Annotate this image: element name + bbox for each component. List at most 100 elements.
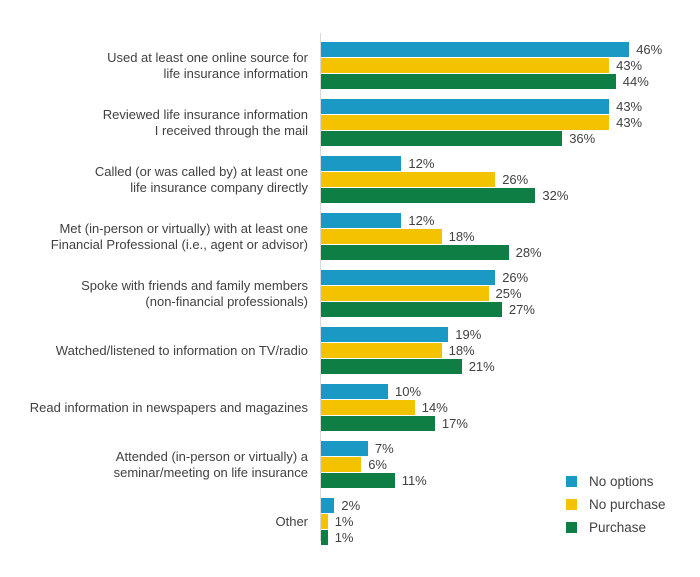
bar-row: 25% <box>321 286 535 301</box>
value-label: 25% <box>495 286 522 301</box>
bar-row: 1% <box>321 514 360 529</box>
category-label-line: (non-financial professionals) <box>145 293 308 309</box>
value-label: 26% <box>502 270 529 285</box>
value-label: 18% <box>448 343 475 358</box>
bar-row: 43% <box>321 115 642 130</box>
bar-no-options <box>321 213 402 228</box>
bar-no-purchase <box>321 514 328 529</box>
bar-row: 43% <box>321 58 662 73</box>
category-label: Watched/listened to information on TV/ra… <box>0 327 320 374</box>
value-label: 11% <box>401 473 427 488</box>
bar-no-purchase <box>321 229 442 244</box>
category-label-line: I received through the mail <box>154 122 308 138</box>
bar-group: 12% 26% 32% <box>321 156 568 203</box>
category-label: Other <box>0 498 320 545</box>
bar-row: 26% <box>321 172 568 187</box>
bar-row: 11% <box>321 473 427 488</box>
bar-row: 32% <box>321 188 568 203</box>
bar-row: 12% <box>321 156 568 171</box>
bar-no-options <box>321 99 610 114</box>
bar-row: 10% <box>321 384 468 399</box>
bar-no-purchase <box>321 172 496 187</box>
category-label-line: Called (or was called by) at least one <box>94 163 308 179</box>
value-label: 44% <box>622 74 649 89</box>
bar-no-options <box>321 270 496 285</box>
category-label-line: Spoke with friends and family members <box>81 277 308 293</box>
category-group: Reviewed life insurance information I rec… <box>0 99 700 146</box>
y-axis-line <box>320 33 321 541</box>
category-label-line: seminar/meeting on life insurance <box>113 464 308 480</box>
category-label-line: Other <box>275 513 308 529</box>
value-label: 26% <box>502 172 529 187</box>
bar-row: 28% <box>321 245 542 260</box>
bar-row: 17% <box>321 416 468 431</box>
bar-no-options <box>321 156 402 171</box>
category-label: Used at least one online source for life … <box>0 42 320 89</box>
bar-group: 46% 43% 44% <box>321 42 662 89</box>
bar-purchase <box>321 359 462 374</box>
category-group: Watched/listened to information on TV/ra… <box>0 327 700 374</box>
value-label: 43% <box>616 58 643 73</box>
value-label: 46% <box>636 42 663 57</box>
bar-group: 12% 18% 28% <box>321 213 542 260</box>
bar-row: 26% <box>321 270 535 285</box>
value-label: 10% <box>395 384 422 399</box>
category-group: Called (or was called by) at least one li… <box>0 156 700 203</box>
category-label: Attended (in-person or virtually) a semin… <box>0 441 320 488</box>
category-label-line: Attended (in-person or virtually) a <box>115 448 308 464</box>
legend-swatch-icon <box>566 522 577 533</box>
value-label: 1% <box>334 530 354 545</box>
bar-row: 44% <box>321 74 662 89</box>
bar-row: 27% <box>321 302 535 317</box>
category-label: Called (or was called by) at least one li… <box>0 156 320 203</box>
value-label: 19% <box>455 327 482 342</box>
category-group: Other 2% 1% 1% <box>0 498 700 545</box>
bar-row: 6% <box>321 457 427 472</box>
category-label: Spoke with friends and family members (no… <box>0 270 320 317</box>
bar-no-options <box>321 384 388 399</box>
category-group: Used at least one online source for life … <box>0 42 700 89</box>
category-label-line: life insurance company directly <box>130 179 308 195</box>
value-label: 43% <box>616 99 643 114</box>
bar-no-purchase <box>321 58 610 73</box>
value-label: 21% <box>468 359 495 374</box>
bar-row: 36% <box>321 131 642 146</box>
category-label-line: Watched/listened to information on TV/ra… <box>55 342 308 358</box>
category-label-line: Used at least one online source for <box>107 49 308 65</box>
bar-purchase <box>321 74 616 89</box>
value-label: 32% <box>542 188 569 203</box>
bar-row: 14% <box>321 400 468 415</box>
category-group: Attended (in-person or virtually) a semin… <box>0 441 700 488</box>
value-label: 17% <box>441 416 468 431</box>
chart-groups: Used at least one online source for life … <box>0 42 700 555</box>
value-label: 6% <box>368 457 387 472</box>
bar-group: 43% 43% 36% <box>321 99 642 146</box>
bar-purchase <box>321 530 328 545</box>
bar-row: 1% <box>321 530 360 545</box>
value-label: 27% <box>508 302 535 317</box>
legend-item-purchase: Purchase <box>566 520 666 535</box>
value-label: 28% <box>515 245 542 260</box>
category-group: Met (in-person or virtually) with at lea… <box>0 213 700 260</box>
category-label: Met (in-person or virtually) with at lea… <box>0 213 320 260</box>
category-label-line: Reviewed life insurance information <box>102 106 308 122</box>
value-label: 12% <box>408 213 435 228</box>
bar-row: 2% <box>321 498 360 513</box>
bar-no-purchase <box>321 286 489 301</box>
legend-label: No purchase <box>589 497 666 512</box>
bar-row: 12% <box>321 213 542 228</box>
bar-purchase <box>321 188 536 203</box>
category-group: Read information in newspapers and magaz… <box>0 384 700 431</box>
value-label: 1% <box>334 514 354 529</box>
legend-swatch-icon <box>566 499 577 510</box>
value-label: 43% <box>616 115 643 130</box>
bar-row: 46% <box>321 42 662 57</box>
bar-row: 7% <box>321 441 427 456</box>
bar-no-options <box>321 441 368 456</box>
bar-group: 7% 6% 11% <box>321 441 427 488</box>
bar-no-purchase <box>321 457 362 472</box>
category-label-line: Read information in newspapers and magaz… <box>29 399 308 415</box>
bar-no-options <box>321 327 449 342</box>
bar-group: 10% 14% 17% <box>321 384 468 431</box>
